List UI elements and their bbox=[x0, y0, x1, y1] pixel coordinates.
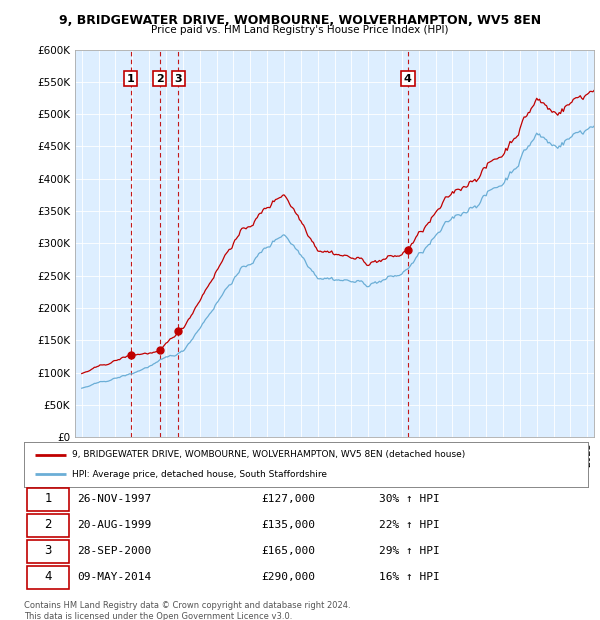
FancyBboxPatch shape bbox=[27, 565, 69, 589]
Text: HPI: Average price, detached house, South Staffordshire: HPI: Average price, detached house, Sout… bbox=[72, 470, 327, 479]
Text: 1: 1 bbox=[44, 492, 52, 505]
FancyBboxPatch shape bbox=[27, 514, 69, 537]
Text: 29% ↑ HPI: 29% ↑ HPI bbox=[379, 546, 440, 556]
Text: 9, BRIDGEWATER DRIVE, WOMBOURNE, WOLVERHAMPTON, WV5 8EN: 9, BRIDGEWATER DRIVE, WOMBOURNE, WOLVERH… bbox=[59, 14, 541, 27]
Text: £127,000: £127,000 bbox=[261, 494, 315, 504]
Text: £165,000: £165,000 bbox=[261, 546, 315, 556]
Text: 3: 3 bbox=[44, 544, 52, 557]
FancyBboxPatch shape bbox=[27, 540, 69, 563]
Text: 2: 2 bbox=[156, 74, 164, 84]
Text: 28-SEP-2000: 28-SEP-2000 bbox=[77, 546, 152, 556]
Text: 22% ↑ HPI: 22% ↑ HPI bbox=[379, 520, 440, 530]
Text: 26-NOV-1997: 26-NOV-1997 bbox=[77, 494, 152, 504]
Text: Price paid vs. HM Land Registry's House Price Index (HPI): Price paid vs. HM Land Registry's House … bbox=[151, 25, 449, 35]
Text: 30% ↑ HPI: 30% ↑ HPI bbox=[379, 494, 440, 504]
Text: 4: 4 bbox=[44, 570, 52, 583]
Text: 16% ↑ HPI: 16% ↑ HPI bbox=[379, 572, 440, 582]
Text: 1: 1 bbox=[127, 74, 134, 84]
Text: 3: 3 bbox=[175, 74, 182, 84]
FancyBboxPatch shape bbox=[27, 488, 69, 511]
Text: 9, BRIDGEWATER DRIVE, WOMBOURNE, WOLVERHAMPTON, WV5 8EN (detached house): 9, BRIDGEWATER DRIVE, WOMBOURNE, WOLVERH… bbox=[72, 450, 465, 459]
Text: Contains HM Land Registry data © Crown copyright and database right 2024.
This d: Contains HM Land Registry data © Crown c… bbox=[24, 601, 350, 620]
Text: 4: 4 bbox=[404, 74, 412, 84]
Text: 20-AUG-1999: 20-AUG-1999 bbox=[77, 520, 152, 530]
Text: £135,000: £135,000 bbox=[261, 520, 315, 530]
Text: 2: 2 bbox=[44, 518, 52, 531]
Text: £290,000: £290,000 bbox=[261, 572, 315, 582]
Text: 09-MAY-2014: 09-MAY-2014 bbox=[77, 572, 152, 582]
